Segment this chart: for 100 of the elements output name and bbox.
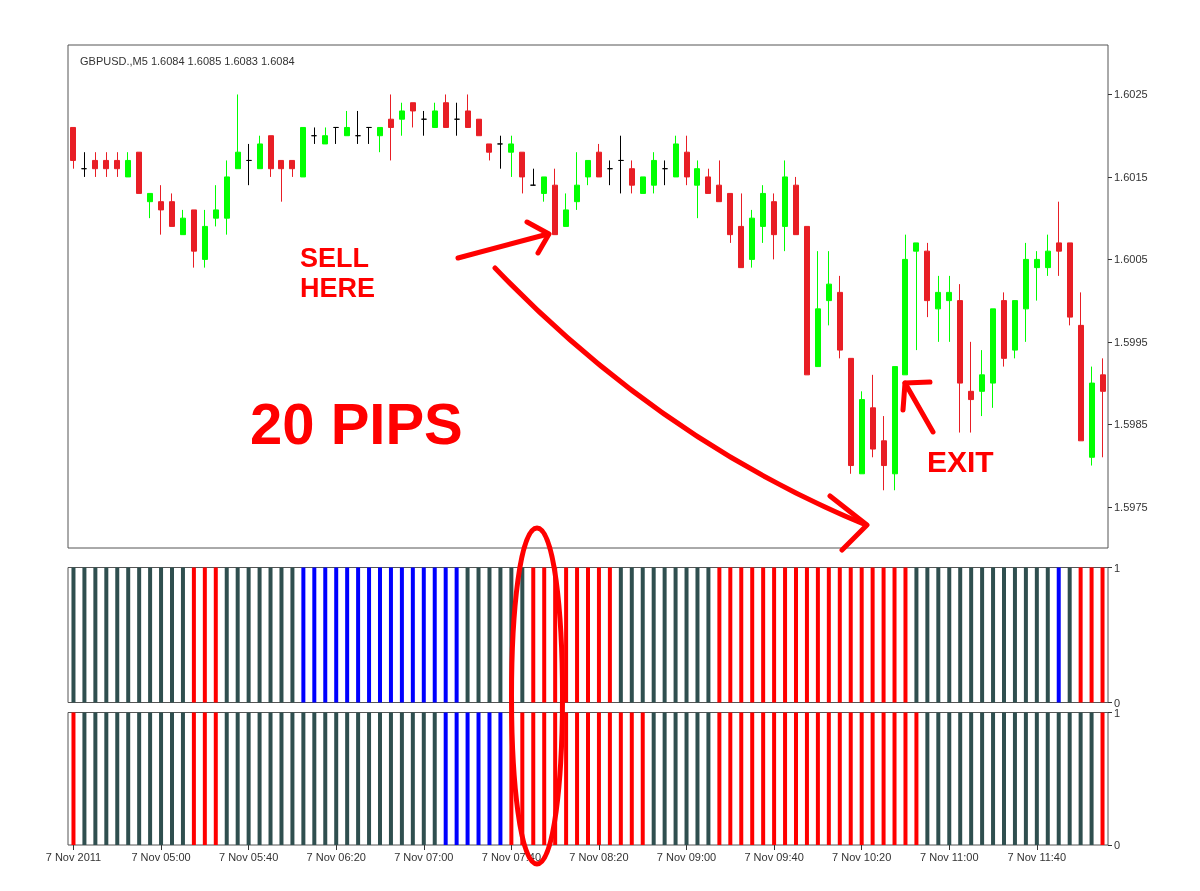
candlestick — [1023, 242, 1029, 343]
candlestick — [443, 93, 449, 128]
candlestick — [946, 275, 952, 343]
candlestick — [410, 102, 416, 128]
candlestick — [191, 209, 197, 269]
candlestick — [848, 357, 854, 475]
candlestick — [596, 143, 602, 178]
candlestick — [81, 151, 87, 178]
candlestick — [519, 151, 525, 194]
candlestick — [870, 374, 876, 458]
candlestick — [1100, 357, 1106, 458]
y-tick-label: 1.6015 — [1114, 170, 1148, 183]
candlestick — [377, 126, 383, 153]
candlestick — [530, 168, 536, 186]
candlestick — [760, 184, 766, 244]
candlestick — [979, 349, 985, 417]
candlestick — [990, 308, 996, 409]
candlestick — [257, 135, 263, 170]
candlestick — [180, 209, 186, 236]
candlestick — [684, 135, 690, 186]
x-tick-label: 7 Nov 2011 — [45, 850, 102, 863]
candlestick — [738, 192, 744, 269]
candlestick — [673, 135, 679, 178]
candlestick — [574, 151, 580, 211]
candlestick — [246, 143, 252, 186]
candlestick — [213, 184, 219, 227]
candlestick — [1067, 242, 1073, 326]
candlestick — [224, 159, 230, 236]
candlestick — [114, 151, 120, 178]
y-tick-label: 1.5975 — [1114, 500, 1148, 513]
annotation: EXIT — [927, 445, 995, 478]
candlestick — [881, 415, 887, 491]
candlestick — [454, 102, 460, 137]
candlestick — [1089, 366, 1095, 467]
candlestick — [804, 225, 810, 376]
x-tick-label: 7 Nov 05:40 — [218, 850, 279, 863]
y-tick-label: 1 — [1114, 561, 1121, 574]
candlestick — [1056, 201, 1062, 277]
x-tick-label: 7 Nov 08:20 — [569, 850, 629, 863]
candlestick — [924, 242, 930, 318]
y-tick-label: 0 — [1114, 696, 1121, 709]
candlestick — [70, 126, 76, 170]
x-tick-label: 7 Nov 06:20 — [306, 850, 366, 863]
y-tick-label: 1.5985 — [1114, 418, 1148, 431]
candlestick — [913, 242, 919, 351]
candlestick — [278, 159, 284, 203]
candlestick — [366, 126, 372, 145]
x-tick-label: 7 Nov 05:00 — [131, 850, 191, 863]
candlestick — [1034, 250, 1040, 302]
text: GBPUSD.,M5 1.6084 1.6085 1.6083 1.6084 — [80, 54, 295, 67]
candlestick — [465, 93, 471, 128]
y-tick-label: 1.5995 — [1114, 335, 1148, 348]
y-tick-label: 1.6025 — [1114, 88, 1148, 101]
y-tick-label: 1.6005 — [1114, 253, 1148, 266]
candlestick — [268, 135, 274, 178]
candlestick — [716, 159, 722, 203]
candlestick — [694, 159, 700, 219]
candlestick — [322, 126, 328, 145]
candlestick — [136, 151, 142, 194]
candlestick — [497, 135, 503, 170]
candlestick — [782, 159, 788, 252]
candlestick — [902, 234, 908, 376]
candlestick — [662, 159, 668, 186]
candlestick — [629, 159, 635, 194]
candlestick — [837, 275, 843, 359]
candlestick — [749, 209, 755, 269]
candlestick — [793, 176, 799, 236]
annotation: SELL HERE — [300, 243, 376, 304]
candlestick — [103, 151, 109, 178]
x-tick-label: 7 Nov 11:00 — [920, 850, 979, 863]
x-tick-label: 7 Nov 09:40 — [744, 850, 804, 863]
candlestick — [432, 102, 438, 128]
y-tick-label: 0 — [1114, 839, 1121, 851]
candlestick — [508, 135, 514, 178]
candlestick — [892, 366, 898, 491]
candlestick — [147, 192, 153, 219]
candlestick — [399, 102, 405, 137]
candlestick — [705, 168, 711, 194]
candlestick — [563, 192, 569, 227]
candlestick — [486, 143, 492, 161]
candlestick — [618, 135, 624, 194]
candlestick — [968, 341, 974, 434]
candlestick — [1001, 291, 1007, 368]
candlestick — [300, 126, 306, 178]
x-tick-label: 7 Nov 11:40 — [1007, 850, 1067, 863]
candlestick — [727, 192, 733, 244]
candlestick — [421, 110, 427, 137]
candlestick — [1045, 234, 1051, 277]
candlestick — [169, 192, 175, 227]
candlestick — [552, 168, 558, 236]
candlestick — [1012, 300, 1018, 359]
candlestick — [859, 390, 865, 475]
x-tick-label: 7 Nov 10:20 — [832, 850, 892, 863]
candlestick — [125, 151, 131, 178]
candlestick — [476, 118, 482, 137]
candlestick — [935, 275, 941, 343]
x-tick-label: 7 Nov 09:00 — [656, 850, 717, 863]
x-tick-label: 7 Nov 07:00 — [394, 850, 454, 863]
candlestick — [158, 184, 164, 236]
candlestick — [607, 159, 613, 186]
